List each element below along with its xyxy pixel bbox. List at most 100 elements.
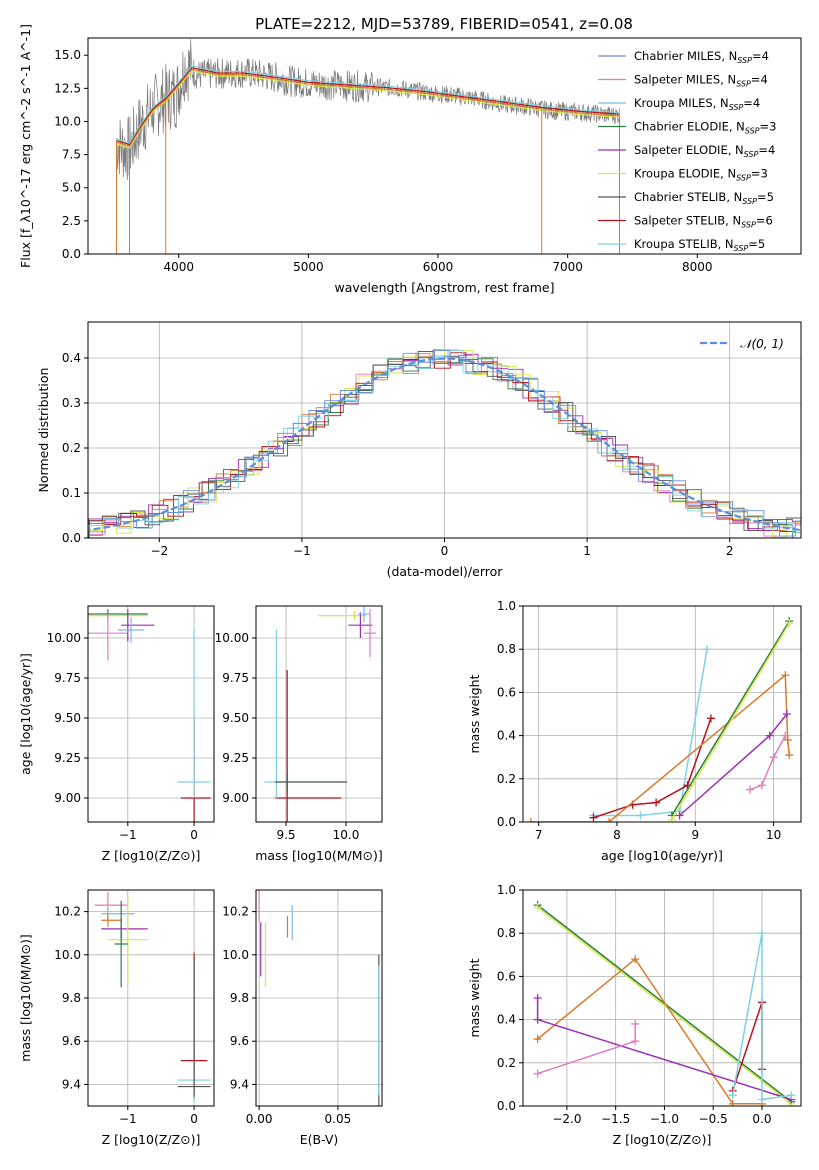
y-tick-label: 0.2 <box>497 772 516 786</box>
weight-marker <box>785 619 794 628</box>
weight-marker <box>781 671 790 680</box>
y-tick-label: 0.4 <box>62 351 81 365</box>
x-axis-label: Z [log10(Z/Z⊙)] <box>102 1132 201 1147</box>
weight-marker <box>605 818 614 822</box>
x-tick-label: 9 <box>691 828 699 842</box>
x-tick-label: 4000 <box>163 260 194 274</box>
histogram-series <box>88 350 801 533</box>
weight-line <box>671 622 790 821</box>
y-tick-label: 5.0 <box>62 181 81 195</box>
weight-marker <box>533 1035 542 1044</box>
x-tick-label: 0.05 <box>325 1112 352 1126</box>
axes-frame <box>87 37 802 255</box>
weight-marker <box>728 1091 737 1100</box>
y-tick-label: 0.8 <box>497 642 516 656</box>
x-tick-label: −1.0 <box>650 1112 679 1126</box>
weight-marker <box>636 811 645 820</box>
panel-weight_vs_age: 7 8 9 10 0.0 0.2 0.4 0.6 0.8 1.0 age [log10(age/yr… <box>467 599 802 863</box>
axes-frame <box>255 605 383 823</box>
x-axis-label: Z [log10(Z/Z⊙)] <box>613 1132 712 1147</box>
plot-area-spectrum <box>116 39 621 254</box>
y-tick-label: 10.2 <box>54 905 81 919</box>
panel-spectrum: Chabrier MILES, NSSP=4 Salpeter MILES, NS… <box>18 24 802 295</box>
weight-line <box>537 906 792 1105</box>
weight-marker <box>746 785 755 794</box>
y-axis-label: mass weight <box>467 674 482 753</box>
legend-entry-6: Chabrier STELIB, NSSP=5 <box>634 190 774 206</box>
histogram-series <box>88 352 801 538</box>
legend-entry-3: Chabrier ELODIE, NSSP=3 <box>634 120 776 136</box>
weight-marker <box>526 818 535 822</box>
weight-marker <box>533 1015 542 1024</box>
legend-entry-2: Kroupa MILES, NSSP=4 <box>634 96 760 112</box>
x-tick-label: 2 <box>726 544 734 558</box>
y-tick-label: 9.8 <box>230 991 249 1005</box>
y-tick-label: 10.0 <box>54 114 81 128</box>
y-tick-label: 12.5 <box>54 81 81 95</box>
y-tick-label: 0.4 <box>497 1013 516 1027</box>
y-tick-label: 9.75 <box>54 671 81 685</box>
weight-marker <box>769 753 778 762</box>
y-tick-label: 0.6 <box>497 685 516 699</box>
plot-area-weight_vs_Z <box>523 890 801 1106</box>
weight-marker <box>765 731 774 740</box>
y-tick-label: 0.4 <box>497 729 516 743</box>
x-tick-label: 6000 <box>423 260 454 274</box>
weight-marker <box>757 1095 766 1104</box>
y-tick-label: 10.0 <box>54 948 81 962</box>
x-tick-label: 0 <box>190 828 198 842</box>
x-tick-label: 10.0 <box>333 828 360 842</box>
panel-residuals: 𝒩(0, 1) −2 −1 0 1 2 0.0 0.1 0.2 0.3 0.4 (data-model… <box>36 321 802 579</box>
model-spectrum-line <box>116 70 620 149</box>
x-tick-label: 7000 <box>552 260 583 274</box>
weight-marker <box>757 781 766 790</box>
axes-frame <box>522 889 802 1107</box>
y-tick-label: 0.0 <box>62 531 81 545</box>
weight-marker <box>781 731 790 740</box>
y-tick-label: 10.0 <box>222 948 249 962</box>
legend-entry-1: Salpeter MILES, NSSP=4 <box>634 73 768 89</box>
plot-area-mass_vs_Z <box>88 890 214 1106</box>
plot-area-weight_vs_age <box>523 606 801 822</box>
y-tick-label: 0.0 <box>497 815 516 829</box>
weight-line <box>731 933 792 1101</box>
weight-marker <box>785 751 794 760</box>
weight-marker <box>533 1069 542 1078</box>
model-spectrum-line <box>116 67 620 146</box>
x-axis-label: age [log10(age/yr)] <box>601 848 723 863</box>
plot-area-mass_vs_ebv <box>256 890 382 1106</box>
panel-mass_vs_ebv: 0.00 0.05 9.4 9.6 9.8 10.0 10.2 E(B-V) <box>222 889 383 1147</box>
x-axis-label: Z [log10(Z/Z⊙)] <box>102 848 201 863</box>
x-axis-label: wavelength [Angstrom, rest frame] <box>334 280 554 295</box>
x-tick-label: 10 <box>766 828 781 842</box>
weight-marker <box>675 811 684 820</box>
axes-frame <box>522 605 802 823</box>
plot-area-age_vs_mass <box>256 606 382 822</box>
axes-frame <box>87 605 215 823</box>
plot-area-age_vs_Z <box>88 606 214 822</box>
x-tick-label: −0.5 <box>699 1112 728 1126</box>
y-axis-label: mass weight <box>467 958 482 1037</box>
x-tick-label: 9.5 <box>276 828 295 842</box>
weight-line <box>537 957 762 1105</box>
legend-entry-0: Chabrier MILES, NSSP=4 <box>634 49 769 65</box>
weight-marker <box>589 813 598 822</box>
x-axis-label: mass [log10(M/M⊙)] <box>255 848 383 863</box>
y-tick-label: 1.0 <box>497 883 516 897</box>
legend-entry-0: 𝒩(0, 1) <box>740 337 784 351</box>
legend-entry-4: Salpeter ELODIE, NSSP=4 <box>634 143 775 159</box>
x-tick-label: −1.5 <box>601 1112 630 1126</box>
y-tick-label: 9.25 <box>54 751 81 765</box>
legend-entry-8: Kroupa STELIB, NSSP=5 <box>634 237 765 253</box>
y-tick-label: 9.75 <box>222 671 249 685</box>
x-tick-label: 0.00 <box>246 1112 273 1126</box>
x-tick-label: −2 <box>150 544 168 558</box>
y-tick-label: 0.2 <box>497 1056 516 1070</box>
x-tick-label: 1 <box>583 544 591 558</box>
gaussian-curve <box>88 357 801 532</box>
y-tick-label: 0.0 <box>497 1099 516 1113</box>
x-tick-label: 7 <box>535 828 543 842</box>
model-spectrum-line <box>116 65 620 144</box>
y-tick-label: 0.6 <box>497 969 516 983</box>
